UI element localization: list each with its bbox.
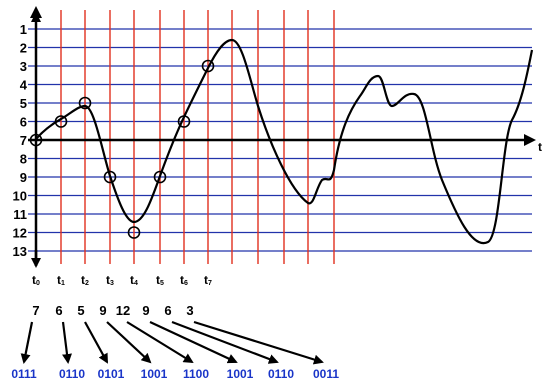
- time-label: t3: [106, 273, 114, 287]
- circle-icon: [201, 59, 215, 73]
- circle-icon: [127, 226, 141, 239]
- circle-icon: [153, 170, 167, 184]
- arrow-icon: [149, 321, 238, 364]
- level-label: 2: [20, 41, 27, 56]
- down-arrow-icon: [31, 258, 41, 268]
- time-label: t4: [130, 273, 138, 287]
- level-label: 4: [20, 78, 28, 93]
- time-label: t5: [156, 273, 164, 287]
- level-label: 12: [13, 226, 27, 241]
- right-arrow-icon: [524, 134, 536, 146]
- signal-curve: [35, 38, 534, 245]
- sample-value: 6: [55, 303, 62, 318]
- level-label: 7: [20, 133, 27, 148]
- level-label: 11: [13, 207, 27, 222]
- sample-markers: [29, 59, 215, 239]
- binary-codes: 0111 0110 0101 1001 1100 1001 0110 0011: [11, 367, 339, 381]
- arrow-icon: [20, 321, 34, 364]
- sample-value: 5: [77, 303, 84, 318]
- mapping-arrows: [20, 320, 324, 365]
- time-label: t2: [81, 273, 89, 287]
- arrow-icon: [84, 321, 108, 364]
- sample-value: 6: [164, 303, 171, 318]
- binary-code: 1001: [227, 367, 254, 381]
- sample-values: 7 6 5 9 12 9 6 3: [32, 303, 193, 318]
- level-label: 6: [20, 115, 27, 130]
- arrow-icon: [193, 320, 324, 365]
- level-label: 9: [20, 170, 27, 185]
- level-label: 10: [13, 189, 27, 204]
- level-label: 8: [20, 152, 27, 167]
- circle-icon: [177, 115, 191, 128]
- arrow-icon: [171, 320, 279, 364]
- circle-icon: [103, 170, 117, 184]
- binary-code: 0110: [59, 367, 85, 381]
- circle-icon: [78, 96, 92, 110]
- binary-code: 0011: [313, 367, 339, 381]
- arrow-icon: [126, 321, 194, 364]
- circle-icon: [54, 115, 68, 128]
- level-label: 13: [13, 244, 27, 259]
- sample-value: 12: [116, 303, 130, 318]
- sample-value: 9: [142, 303, 149, 318]
- arrow-icon: [106, 321, 152, 364]
- binary-code: 1001: [141, 367, 168, 381]
- binary-code: 1100: [183, 367, 209, 381]
- arrow-icon: [61, 321, 72, 364]
- binary-code: 0101: [98, 367, 125, 381]
- time-label: t0: [32, 273, 40, 287]
- level-label: 1: [20, 22, 27, 37]
- time-axis-label: t: [538, 140, 542, 154]
- time-label: t6: [180, 273, 188, 287]
- time-lines: [60, 10, 335, 264]
- level-label: 3: [20, 59, 27, 74]
- up-arrow-icon: [30, 6, 42, 18]
- time-label: t1: [57, 273, 65, 287]
- binary-code: 0110: [268, 367, 294, 381]
- time-label: t7: [204, 273, 212, 287]
- level-label: 5: [20, 96, 27, 111]
- sample-value: 3: [186, 303, 193, 318]
- binary-code: 0111: [11, 367, 37, 381]
- time-labels: t0 t1 t2 t3 t4 t5 t6 t7: [32, 273, 212, 287]
- circle-icon: [29, 133, 43, 147]
- sample-value: 9: [99, 303, 106, 318]
- sample-value: 7: [32, 303, 39, 318]
